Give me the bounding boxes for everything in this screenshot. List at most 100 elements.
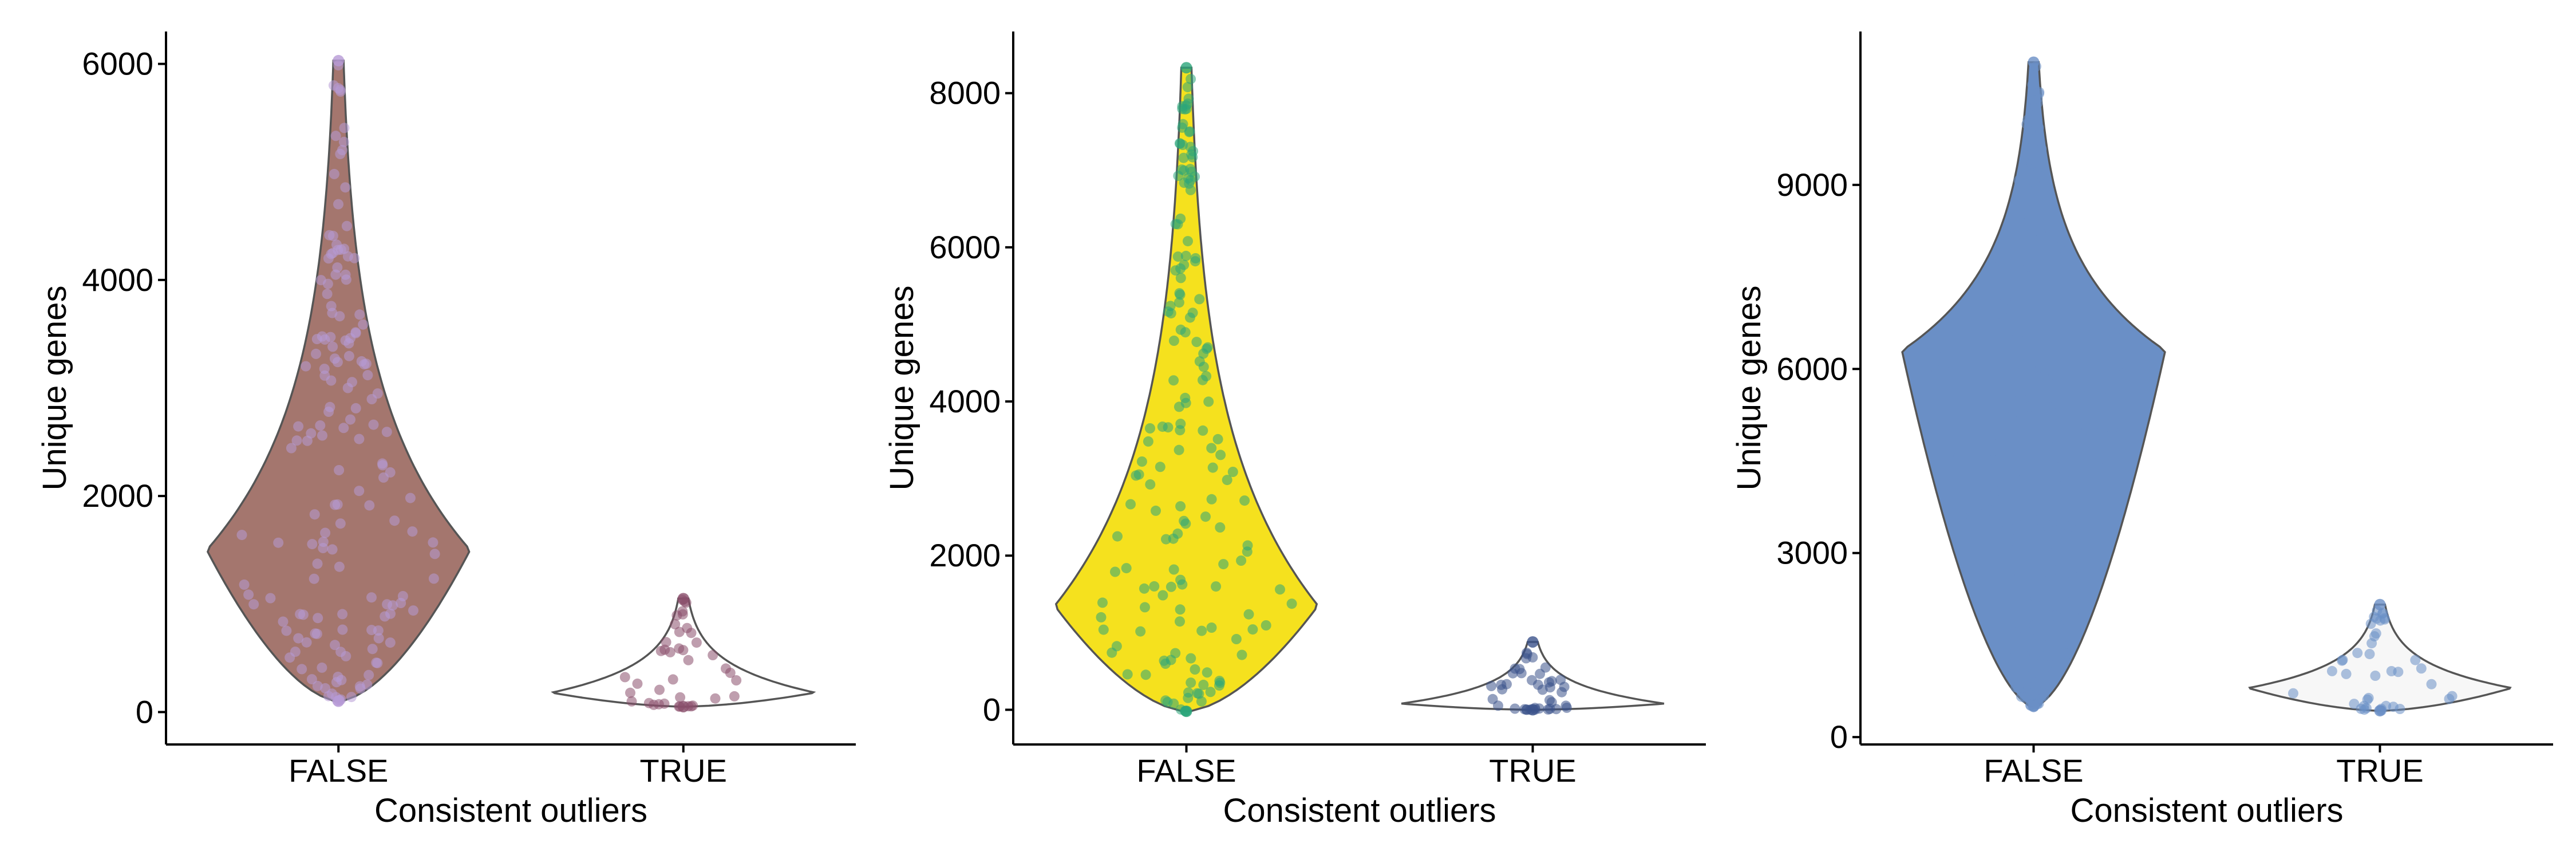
data-point <box>342 383 353 393</box>
data-point <box>1242 540 1253 551</box>
data-point <box>345 414 355 425</box>
data-point <box>1215 450 1226 460</box>
max-point <box>333 54 345 66</box>
data-point <box>2016 358 2026 369</box>
data-point <box>2006 661 2016 672</box>
data-point <box>2048 666 2059 677</box>
data-point <box>313 613 323 624</box>
data-point <box>1174 401 1184 412</box>
data-point <box>1168 336 1179 346</box>
data-point <box>2364 649 2375 660</box>
data-point <box>2109 328 2120 339</box>
data-point <box>674 643 685 654</box>
data-point <box>1190 664 1200 675</box>
data-point <box>2013 683 2024 693</box>
data-point <box>2042 576 2053 586</box>
data-point <box>1990 641 2001 652</box>
data-point <box>1186 653 1196 664</box>
data-point <box>2050 441 2061 452</box>
data-point <box>2006 638 2017 649</box>
data-point <box>315 420 326 431</box>
data-point <box>2337 655 2348 665</box>
data-point <box>1194 356 1205 367</box>
y-tick-label: 0 <box>1830 719 1848 755</box>
data-point <box>1527 652 1538 663</box>
data-point <box>307 539 318 550</box>
data-point <box>1921 348 1932 359</box>
data-point <box>1175 273 1186 283</box>
data-point <box>382 599 393 610</box>
data-point <box>340 182 351 193</box>
data-point <box>335 518 346 529</box>
data-point <box>1202 667 1212 678</box>
data-point <box>1996 309 2007 320</box>
data-point <box>295 609 306 620</box>
x-axis-title: Consistent outliers <box>374 792 647 829</box>
data-point <box>1174 288 1185 299</box>
data-point <box>2067 301 2077 312</box>
y-tick-label: 6000 <box>929 229 1001 265</box>
data-point <box>2023 261 2034 272</box>
data-point <box>2025 126 2036 137</box>
min-point <box>2374 705 2386 717</box>
data-point <box>671 610 682 621</box>
data-point <box>361 358 372 369</box>
data-point <box>1159 655 1170 666</box>
data-point <box>1174 444 1184 455</box>
data-point <box>2393 667 2404 677</box>
data-point <box>1973 364 1984 375</box>
data-point <box>1143 436 1153 447</box>
max-point <box>2028 56 2040 68</box>
data-point <box>332 499 343 510</box>
data-point <box>1122 669 1133 680</box>
data-point <box>1497 684 1508 695</box>
data-point <box>325 401 335 412</box>
data-point <box>2048 369 2059 380</box>
data-point <box>429 549 440 559</box>
data-point <box>372 657 383 668</box>
data-point <box>1178 119 1188 129</box>
x-tick-label: TRUE <box>2336 752 2423 789</box>
data-point <box>1136 456 1147 467</box>
data-point <box>333 199 343 210</box>
data-point <box>2377 608 2388 619</box>
data-point <box>1994 540 2004 551</box>
data-point <box>325 332 336 342</box>
data-point <box>1175 604 1186 615</box>
data-point <box>2029 177 2040 187</box>
y-tick-label: 6000 <box>82 46 153 82</box>
data-point <box>1172 251 1183 262</box>
y-tick-label: 8000 <box>929 75 1001 111</box>
y-tick-label: 0 <box>136 693 153 730</box>
data-point <box>337 609 348 620</box>
data-point <box>2054 242 2065 253</box>
data-point <box>654 684 665 695</box>
data-point <box>661 637 671 648</box>
data-point <box>373 625 384 636</box>
data-point <box>373 633 384 644</box>
data-point <box>2426 679 2437 689</box>
data-point <box>1486 681 1497 691</box>
data-point <box>327 230 338 241</box>
data-point <box>2000 294 2011 305</box>
data-point <box>323 691 334 702</box>
data-point <box>2040 640 2051 651</box>
data-point <box>1198 375 1208 385</box>
data-point <box>1184 312 1195 323</box>
data-point <box>2036 144 2047 155</box>
data-point <box>327 544 338 555</box>
data-point <box>2326 665 2337 676</box>
data-point <box>1236 555 1247 566</box>
data-point <box>1121 563 1132 574</box>
max-point <box>2374 598 2386 610</box>
data-point <box>2060 648 2071 659</box>
data-point <box>2012 501 2023 512</box>
data-point <box>236 530 247 541</box>
data-point <box>2041 449 2052 460</box>
y-axis-title: Unique genes <box>36 286 73 491</box>
data-point <box>319 364 330 375</box>
data-point <box>1198 348 1209 359</box>
data-point <box>2416 663 2427 674</box>
data-point <box>1203 396 1214 407</box>
